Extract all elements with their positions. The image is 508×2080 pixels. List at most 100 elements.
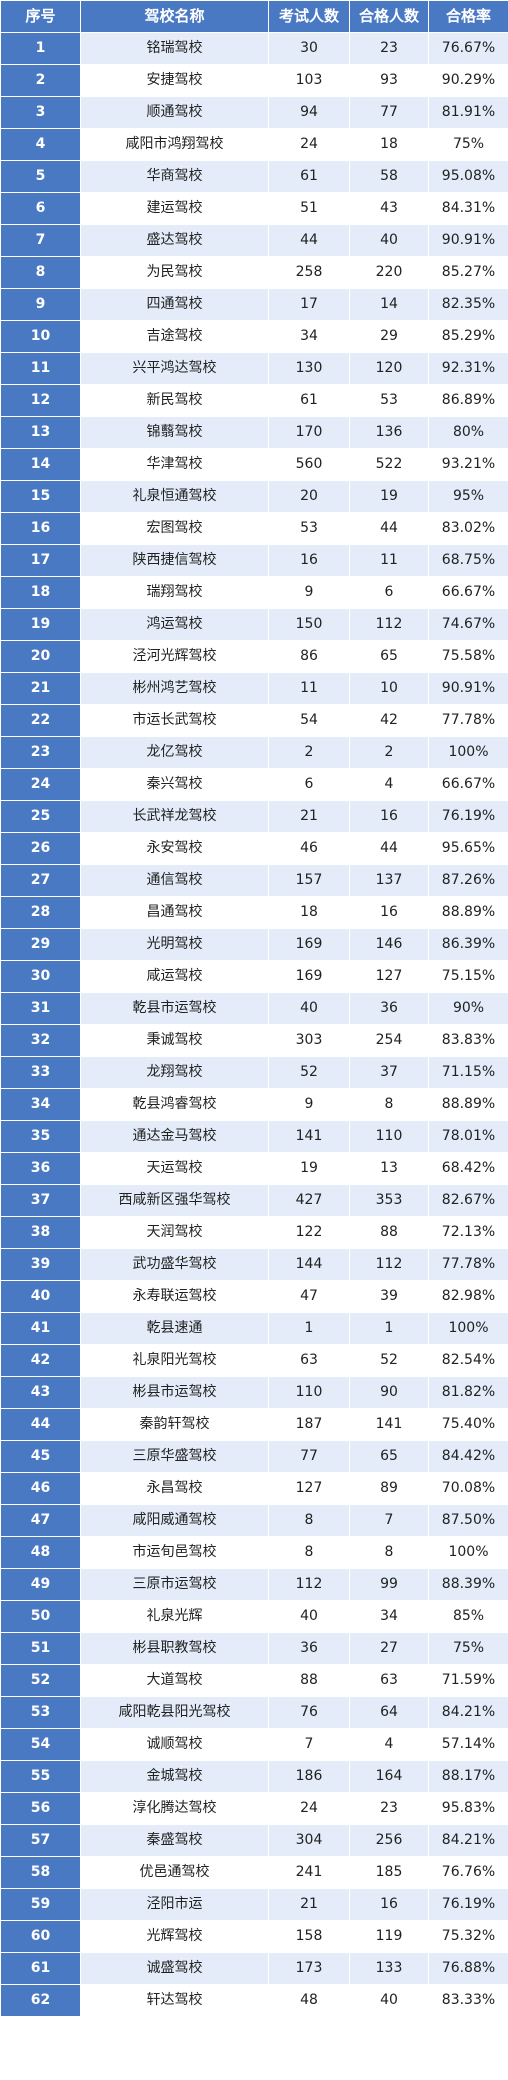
row-index: 31 [0, 992, 81, 1025]
pass-rate: 92.31% [428, 352, 508, 385]
pass-count: 112 [349, 1248, 429, 1281]
exam-count: 44 [268, 224, 350, 257]
table-row: 24 秦兴驾校 6 4 66.67% [0, 768, 508, 801]
pass-count: 185 [349, 1856, 429, 1889]
exam-count: 16 [268, 544, 350, 577]
row-index: 21 [0, 672, 81, 705]
school-name: 三原华盛驾校 [80, 1440, 269, 1473]
table-row: 2 安捷驾校 103 93 90.29% [0, 64, 508, 97]
exam-count: 54 [268, 704, 350, 737]
exam-count: 169 [268, 928, 350, 961]
exam-count: 9 [268, 1088, 350, 1121]
school-name: 咸运驾校 [80, 960, 269, 993]
table-row: 60 光辉驾校 158 119 75.32% [0, 1920, 508, 1953]
pass-rate: 75% [428, 128, 508, 161]
pass-count: 23 [349, 32, 429, 65]
pass-count: 133 [349, 1952, 429, 1985]
pass-count: 65 [349, 1440, 429, 1473]
row-index: 46 [0, 1472, 81, 1505]
pass-count: 137 [349, 864, 429, 897]
table-row: 58 优邑通驾校 241 185 76.76% [0, 1856, 508, 1889]
pass-rate: 85% [428, 1600, 508, 1633]
table-row: 43 彬县市运驾校 110 90 81.82% [0, 1376, 508, 1409]
pass-rate: 72.13% [428, 1216, 508, 1249]
row-index: 2 [0, 64, 81, 97]
school-name: 昌通驾校 [80, 896, 269, 929]
table-row: 13 锦蘙驾校 170 136 80% [0, 416, 508, 449]
exam-count: 560 [268, 448, 350, 481]
exam-count: 53 [268, 512, 350, 545]
table-row: 36 天运驾校 19 13 68.42% [0, 1152, 508, 1185]
table-row: 14 华津驾校 560 522 93.21% [0, 448, 508, 481]
pass-count: 2 [349, 736, 429, 769]
pass-rate: 80% [428, 416, 508, 449]
school-name: 咸阳市鸿翔驾校 [80, 128, 269, 161]
table-row: 62 轩达驾校 48 40 83.33% [0, 1984, 508, 2017]
school-name: 武功盛华驾校 [80, 1248, 269, 1281]
pass-rate: 74.67% [428, 608, 508, 641]
row-index: 38 [0, 1216, 81, 1249]
table-row: 31 乾县市运驾校 40 36 90% [0, 992, 508, 1025]
pass-rate: 85.29% [428, 320, 508, 353]
pass-rate: 90% [428, 992, 508, 1025]
row-index: 27 [0, 864, 81, 897]
table-row: 44 秦韵轩驾校 187 141 75.40% [0, 1408, 508, 1441]
school-name: 彬县职教驾校 [80, 1632, 269, 1665]
header-exam-count: 考试人数 [268, 0, 350, 33]
pass-rate: 87.50% [428, 1504, 508, 1537]
pass-count: 99 [349, 1568, 429, 1601]
table-row: 4 咸阳市鸿翔驾校 24 18 75% [0, 128, 508, 161]
pass-rate-table: 序号 驾校名称 考试人数 合格人数 合格率 1 铭瑞驾校 30 23 76.67% 2 安捷… [0, 0, 508, 2017]
table-row: 56 淳化腾达驾校 24 23 95.83% [0, 1792, 508, 1825]
pass-count: 120 [349, 352, 429, 385]
table-row: 15 礼泉恒通驾校 20 19 95% [0, 480, 508, 513]
table-row: 33 龙翔驾校 52 37 71.15% [0, 1056, 508, 1089]
row-index: 22 [0, 704, 81, 737]
pass-rate: 100% [428, 736, 508, 769]
row-index: 12 [0, 384, 81, 417]
pass-count: 136 [349, 416, 429, 449]
table-row: 5 华商驾校 61 58 95.08% [0, 160, 508, 193]
row-index: 15 [0, 480, 81, 513]
row-index: 13 [0, 416, 81, 449]
row-index: 44 [0, 1408, 81, 1441]
exam-count: 122 [268, 1216, 350, 1249]
header-pass-rate: 合格率 [428, 0, 508, 33]
exam-count: 303 [268, 1024, 350, 1057]
pass-rate: 82.35% [428, 288, 508, 321]
pass-rate: 78.01% [428, 1120, 508, 1153]
pass-count: 58 [349, 160, 429, 193]
row-index: 37 [0, 1184, 81, 1217]
pass-count: 18 [349, 128, 429, 161]
exam-count: 40 [268, 992, 350, 1025]
pass-rate: 76.19% [428, 1888, 508, 1921]
table-row: 7 盛达驾校 44 40 90.91% [0, 224, 508, 257]
table-row: 34 乾县鸿睿驾校 9 8 88.89% [0, 1088, 508, 1121]
school-name: 西咸新区强华驾校 [80, 1184, 269, 1217]
school-name: 永寿联运驾校 [80, 1280, 269, 1313]
school-name: 龙翔驾校 [80, 1056, 269, 1089]
exam-count: 21 [268, 1888, 350, 1921]
exam-count: 2 [268, 736, 350, 769]
pass-rate: 84.21% [428, 1824, 508, 1857]
school-name: 彬州鸿艺驾校 [80, 672, 269, 705]
row-index: 55 [0, 1760, 81, 1793]
table-row: 9 四通驾校 17 14 82.35% [0, 288, 508, 321]
row-index: 58 [0, 1856, 81, 1889]
table-row: 51 彬县职教驾校 36 27 75% [0, 1632, 508, 1665]
pass-count: 164 [349, 1760, 429, 1793]
pass-rate: 95.08% [428, 160, 508, 193]
school-name: 为民驾校 [80, 256, 269, 289]
table-row: 30 咸运驾校 169 127 75.15% [0, 960, 508, 993]
table-row: 57 秦盛驾校 304 256 84.21% [0, 1824, 508, 1857]
pass-count: 8 [349, 1088, 429, 1121]
pass-rate: 75.58% [428, 640, 508, 673]
row-index: 47 [0, 1504, 81, 1537]
exam-count: 94 [268, 96, 350, 129]
pass-rate: 66.67% [428, 576, 508, 609]
pass-rate: 88.17% [428, 1760, 508, 1793]
pass-count: 29 [349, 320, 429, 353]
pass-count: 44 [349, 512, 429, 545]
header-index: 序号 [0, 0, 81, 33]
row-index: 1 [0, 32, 81, 65]
